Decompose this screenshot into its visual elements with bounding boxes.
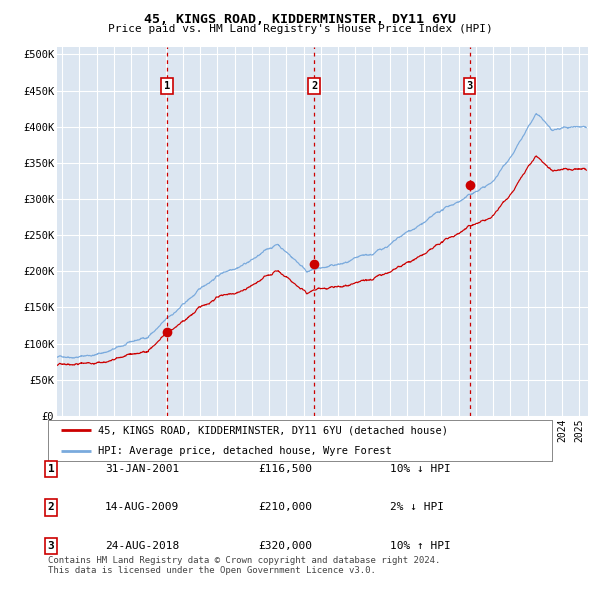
Text: 45, KINGS ROAD, KIDDERMINSTER, DY11 6YU: 45, KINGS ROAD, KIDDERMINSTER, DY11 6YU <box>144 13 456 26</box>
Text: Contains HM Land Registry data © Crown copyright and database right 2024.
This d: Contains HM Land Registry data © Crown c… <box>48 556 440 575</box>
Text: Price paid vs. HM Land Registry's House Price Index (HPI): Price paid vs. HM Land Registry's House … <box>107 24 493 34</box>
Text: 10% ↓ HPI: 10% ↓ HPI <box>390 464 451 474</box>
Text: 31-JAN-2001: 31-JAN-2001 <box>105 464 179 474</box>
Text: 2: 2 <box>47 503 55 512</box>
Text: HPI: Average price, detached house, Wyre Forest: HPI: Average price, detached house, Wyre… <box>98 446 392 456</box>
Text: £320,000: £320,000 <box>258 541 312 550</box>
Text: 10% ↑ HPI: 10% ↑ HPI <box>390 541 451 550</box>
Text: £116,500: £116,500 <box>258 464 312 474</box>
Text: 1: 1 <box>47 464 55 474</box>
Text: 24-AUG-2018: 24-AUG-2018 <box>105 541 179 550</box>
Text: 3: 3 <box>47 541 55 550</box>
Text: 45, KINGS ROAD, KIDDERMINSTER, DY11 6YU (detached house): 45, KINGS ROAD, KIDDERMINSTER, DY11 6YU … <box>98 425 448 435</box>
Text: 2: 2 <box>311 81 317 91</box>
Text: 3: 3 <box>467 81 473 91</box>
Text: 14-AUG-2009: 14-AUG-2009 <box>105 503 179 512</box>
Text: 1: 1 <box>164 81 170 91</box>
Text: £210,000: £210,000 <box>258 503 312 512</box>
Text: 2% ↓ HPI: 2% ↓ HPI <box>390 503 444 512</box>
